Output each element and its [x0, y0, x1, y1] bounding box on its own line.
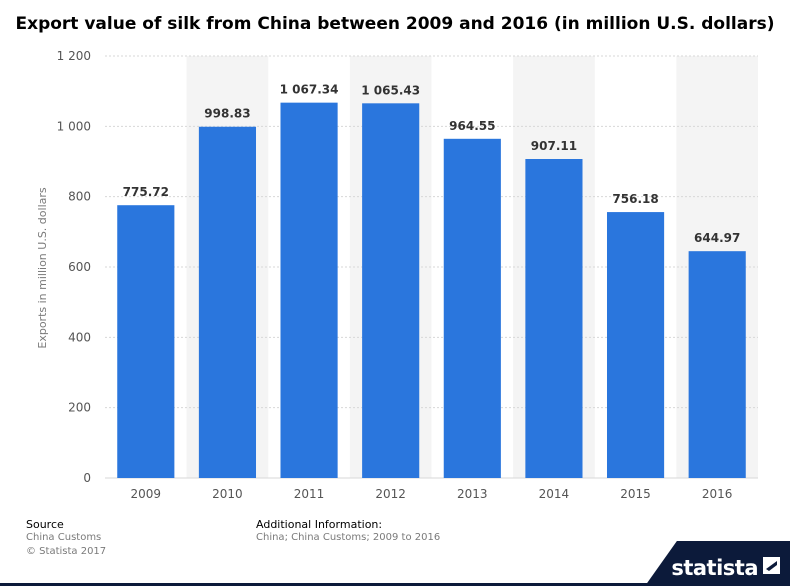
x-tick-label-2013: 2013 [457, 487, 488, 501]
x-tick-label-2014: 2014 [539, 487, 570, 501]
x-tick-label-2010: 2010 [212, 487, 243, 501]
bar-2014 [525, 158, 583, 479]
bar-value-label-2010: 998.83 [204, 107, 250, 121]
bar-value-label-2009: 775.72 [123, 185, 169, 199]
bar-value-label-2015: 756.18 [612, 192, 658, 206]
additional-info-label: Additional Information: [256, 518, 383, 531]
value-labels: 775.72 998.83 1 067.34 1 065.43 964.55 907.11… [123, 83, 741, 246]
y-tick-label-0: 0 [83, 471, 91, 485]
x-tick-label-2015: 2015 [620, 487, 651, 501]
bar-value-label-2016: 644.97 [694, 231, 740, 245]
y-tick-label-1200: 1 200 [57, 49, 91, 63]
source-name: China Customs [26, 532, 102, 543]
y-axis-ticks: 0 200 400 600 800 1 000 1 200 [57, 49, 91, 485]
y-axis-label: Exports in million U.S. dollars [36, 187, 49, 349]
bar-chart: 775.72 998.83 1 067.34 1 065.43 964.55 907.11… [36, 49, 758, 501]
y-tick-label-600: 600 [68, 260, 91, 274]
y-tick-label-1000: 1 000 [57, 119, 91, 133]
statista-logo-text: statista [671, 556, 758, 580]
bar-value-label-2014: 907.11 [531, 139, 577, 153]
y-tick-label-200: 200 [68, 401, 91, 415]
y-tick-label-400: 400 [68, 330, 91, 344]
x-tick-label-2016: 2016 [702, 487, 733, 501]
bar-value-label-2012: 1 065.43 [361, 83, 420, 97]
x-tick-label-2011: 2011 [294, 487, 325, 501]
bottom-border [0, 583, 790, 586]
bar-2009 [117, 205, 175, 478]
bar-value-label-2013: 964.55 [449, 119, 495, 133]
x-tick-label-2009: 2009 [131, 487, 162, 501]
bar-2012 [362, 103, 420, 478]
bars [117, 102, 746, 479]
bar-2013 [443, 138, 501, 478]
y-tick-label-800: 800 [68, 190, 91, 204]
bar-2010 [198, 126, 257, 478]
bar-2011 [280, 102, 338, 478]
bar-2015 [606, 212, 665, 478]
x-tick-label-2012: 2012 [375, 487, 406, 501]
statista-logo-icon [763, 557, 780, 574]
bar-value-label-2011: 1 067.34 [280, 83, 339, 97]
copyright: © Statista 2017 [26, 546, 107, 557]
additional-info-text: China; China Customs; 2009 to 2016 [256, 532, 441, 543]
chart-title: Export value of silk from China between … [15, 14, 775, 34]
source-label: Source [26, 518, 64, 531]
x-axis-ticks: 2009 2010 2011 2012 2013 2014 2015 2016 [131, 487, 733, 501]
bar-2016 [688, 251, 746, 478]
